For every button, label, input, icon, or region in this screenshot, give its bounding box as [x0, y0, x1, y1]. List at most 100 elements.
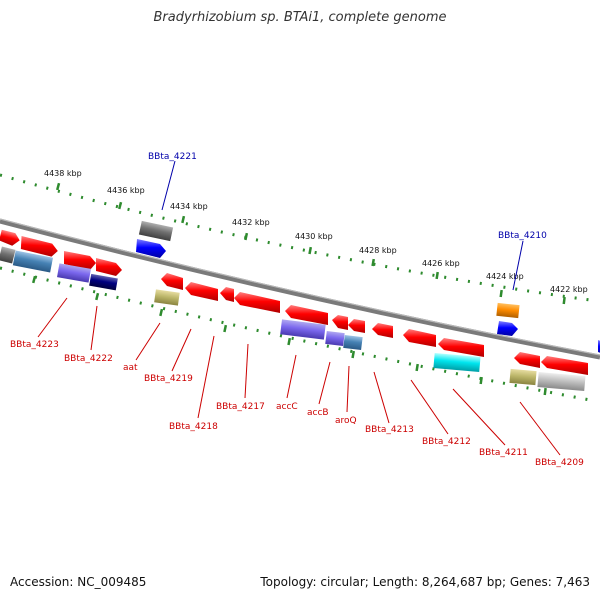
leader-line	[135, 322, 161, 361]
kbp-tick-mark	[435, 271, 439, 280]
gene-arrow[interactable]	[161, 273, 183, 290]
gene-box[interactable]	[0, 246, 16, 264]
plus-strand-genes	[0, 220, 600, 353]
gene-label-bbta4209[interactable]: BBta_4209	[535, 458, 584, 468]
inner-tick-mark	[415, 363, 419, 372]
leader-line	[90, 305, 98, 351]
kbp-ticks: 4438 kbp 4436 kbp 4434 kbp 4432 kbp 4430…	[44, 169, 588, 305]
gene-label-accc[interactable]: accC	[276, 402, 298, 412]
leader-line	[519, 401, 561, 456]
leader-line	[452, 388, 506, 446]
gene-arrow[interactable]	[514, 352, 540, 368]
leader-line	[37, 297, 68, 338]
gene-arrow[interactable]	[0, 229, 21, 247]
gene-label-bbta4218[interactable]: BBta_4218	[169, 422, 218, 432]
leader-line	[410, 379, 449, 435]
gene-label-bbta4223[interactable]: BBta_4223	[10, 340, 59, 350]
gene-label-bbta4213[interactable]: BBta_4213	[365, 425, 414, 435]
leader-line	[171, 328, 192, 372]
gene-label-bbta4210[interactable]: BBta_4210	[498, 231, 547, 241]
gene-box[interactable]	[57, 263, 91, 283]
inner-tick-mark	[287, 337, 292, 346]
leader-line	[286, 354, 297, 399]
gene-label-bbta4217[interactable]: BBta_4217	[216, 402, 265, 412]
gene-arrow[interactable]	[348, 319, 365, 333]
leader-line	[318, 361, 331, 405]
plus-leader-lines	[161, 160, 524, 291]
inner-tick-mark	[159, 308, 164, 317]
minus-strand-genes	[0, 246, 588, 392]
gene-label-aroq[interactable]: aroQ	[335, 416, 357, 426]
kbp-tick-label: 4430 kbp	[295, 232, 333, 241]
gene-box[interactable]	[537, 372, 586, 392]
leader-line	[346, 365, 350, 413]
gene-label-bbta4211[interactable]: BBta_4211	[479, 448, 528, 458]
inner-tick-mark	[543, 387, 547, 396]
gene-label-bbta4219[interactable]: BBta_4219	[144, 374, 193, 384]
gene-box[interactable]	[12, 250, 53, 273]
kbp-tick-label: 4428 kbp	[359, 246, 397, 255]
accession-text: Accession: NC_009485	[10, 575, 147, 589]
minus-leader-lines	[37, 297, 561, 456]
gene-box[interactable]	[433, 353, 481, 372]
inner-ticks	[31, 275, 547, 396]
gene-arrow[interactable]	[541, 356, 588, 375]
kbp-tick-label: 4436 kbp	[107, 186, 145, 195]
leader-line	[197, 335, 215, 419]
kbp-tick-mark	[308, 246, 313, 255]
kbp-tick-label: 4422 kbp	[550, 285, 588, 294]
gene-arrow[interactable]	[438, 338, 484, 357]
genome-backbone-highlight	[0, 218, 600, 356]
map-title: Bradyrhizobium sp. BTAi1, complete genom…	[153, 10, 447, 25]
genome-backbone	[0, 218, 600, 360]
kbp-tick-mark	[181, 215, 186, 224]
gene-box[interactable]	[280, 319, 326, 340]
gene-label-bbta4221[interactable]: BBta_4221	[148, 152, 197, 162]
kbp-tick-label: 4432 kbp	[232, 218, 270, 227]
gene-arrow[interactable]	[185, 282, 218, 301]
inner-tick-mark	[351, 350, 355, 359]
gene-box[interactable]	[138, 220, 174, 242]
gene-box[interactable]	[343, 334, 363, 351]
gene-label-accb[interactable]: accB	[307, 408, 329, 418]
gene-arrow[interactable]	[220, 287, 234, 302]
gene-arrow[interactable]	[497, 321, 518, 336]
gene-label-bbta4222[interactable]: BBta_4222	[64, 354, 113, 364]
kbp-tick-label: 4434 kbp	[170, 202, 208, 211]
kbp-tick-label: 4438 kbp	[44, 169, 82, 178]
gene-arrow[interactable]	[64, 251, 96, 270]
gene-label-aat[interactable]: aat	[123, 363, 138, 373]
inner-tick-mark	[95, 292, 100, 301]
gene-box[interactable]	[154, 289, 180, 306]
kbp-tick-mark	[55, 182, 61, 191]
gene-arrow[interactable]	[234, 292, 280, 313]
kbp-tick-mark	[499, 289, 503, 298]
gene-box[interactable]	[496, 302, 520, 319]
gene-box[interactable]	[509, 368, 537, 386]
inner-tick-mark	[479, 376, 483, 385]
kbp-tick-label: 4424 kbp	[486, 272, 524, 281]
gene-arrow[interactable]	[20, 236, 59, 257]
gene-arrow[interactable]	[403, 329, 436, 347]
leader-line	[373, 371, 390, 424]
inner-tick-mark	[223, 324, 228, 333]
kbp-tick-mark	[244, 232, 249, 241]
gene-arrow[interactable]	[372, 323, 393, 338]
kbp-tick-mark	[371, 258, 375, 267]
gene-arrow[interactable]	[332, 315, 348, 330]
gene-arrow[interactable]	[285, 305, 328, 325]
kbp-tick-mark	[562, 296, 566, 305]
leader-line	[512, 240, 524, 291]
inner-tick-mark	[31, 275, 37, 284]
gene-label-bbta4212[interactable]: BBta_4212	[422, 437, 471, 447]
gene-box[interactable]	[325, 330, 345, 347]
gene-arrow-bbta4221[interactable]	[136, 239, 166, 258]
kbp-tick-mark	[117, 201, 123, 210]
topology-text: Topology: circular; Length: 8,264,687 bp…	[260, 575, 590, 589]
gene-box[interactable]	[89, 273, 118, 291]
gene-arrow[interactable]	[96, 258, 122, 276]
leader-line	[161, 160, 176, 211]
leader-line	[244, 343, 249, 399]
kbp-tick-label: 4426 kbp	[422, 259, 460, 268]
